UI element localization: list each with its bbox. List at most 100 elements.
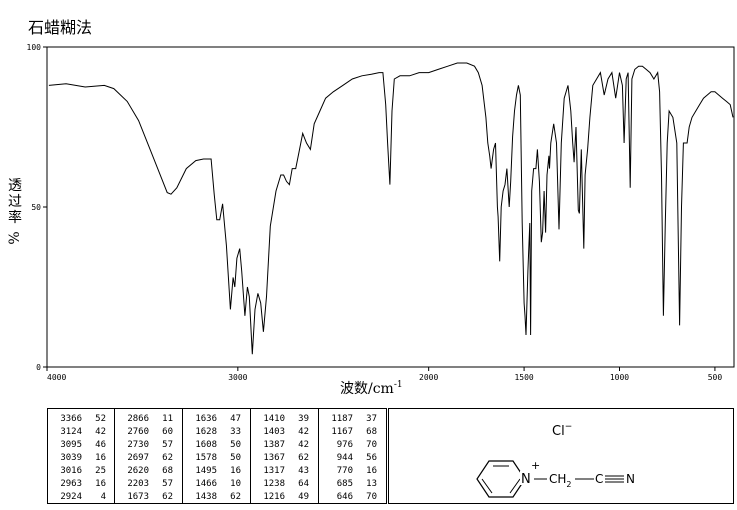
peak-transmittance: 62: [162, 453, 173, 463]
peak-transmittance: 16: [95, 479, 106, 489]
peak-wavenumber: 1438: [195, 492, 217, 502]
x-ticks: 4000 3000 2000 1500 1000 500: [46, 367, 722, 382]
peak-row: 770 16: [319, 465, 386, 478]
peak-row: 3039 16: [48, 452, 114, 465]
peak-wavenumber: 1608: [195, 440, 217, 450]
peak-column: 2866 11 2760 60 2730 57 2697 62 2620 68 2203 57 1673…: [115, 409, 183, 503]
peak-wavenumber: 1387: [263, 440, 285, 450]
y-ticks: 0 50 100: [27, 43, 47, 372]
peak-transmittance: 42: [95, 427, 106, 437]
peak-wavenumber: 2924: [60, 492, 82, 502]
y-tick-label: 0: [36, 363, 41, 372]
peak-transmittance: 52: [95, 414, 106, 424]
peak-wavenumber: 1410: [263, 414, 285, 424]
ch2-subscript: 2: [566, 480, 571, 489]
peak-column: 1636 47 1628 33 1608 50 1578 50 1495 16 1466 10 1438…: [183, 409, 251, 503]
peak-wavenumber: 1367: [263, 453, 285, 463]
peak-wavenumber: 944: [336, 453, 353, 463]
peak-row: 2620 68: [115, 465, 182, 478]
peak-wavenumber: 685: [336, 479, 353, 489]
peak-transmittance: 25: [95, 466, 106, 476]
peak-row: 1238 64: [251, 478, 318, 491]
peak-transmittance: 46: [95, 440, 106, 450]
peak-transmittance: 43: [298, 466, 309, 476]
peak-transmittance: 37: [366, 414, 377, 424]
x-tick-label: 4000: [47, 373, 66, 382]
peak-row: 1438 62: [183, 491, 250, 504]
peak-row: 1187 37: [319, 413, 386, 426]
peak-transmittance: 64: [298, 479, 309, 489]
peak-wavenumber: 1403: [263, 427, 285, 437]
chloride-anion: Cl−: [552, 422, 572, 439]
peak-row: 1403 42: [251, 426, 318, 439]
peak-row: 2866 11: [115, 413, 182, 426]
peak-wavenumber: 1238: [263, 479, 285, 489]
peak-transmittance: 33: [230, 427, 241, 437]
peak-transmittance: 70: [366, 440, 377, 450]
peak-transmittance: 16: [230, 466, 241, 476]
peak-wavenumber: 1636: [195, 414, 217, 424]
peak-transmittance: 10: [230, 479, 241, 489]
y-axis-label-char: 率: [8, 210, 22, 226]
peak-row: 1673 62: [115, 491, 182, 504]
structure-panel: Cl− N + CH2 C N: [388, 408, 734, 504]
peak-row: 2730 57: [115, 439, 182, 452]
y-axis-label-char: 过: [8, 194, 22, 210]
peak-transmittance: 62: [298, 453, 309, 463]
peak-row: 2963 16: [48, 478, 114, 491]
peak-row: 1367 62: [251, 452, 318, 465]
peak-transmittance: 57: [162, 440, 173, 450]
nitrile-carbon: C: [595, 472, 603, 486]
peak-row: 2760 60: [115, 426, 182, 439]
peak-row: 1495 16: [183, 465, 250, 478]
peak-column: 1410 39 1403 42 1387 42 1367 62 1317 43 1238 64 1216…: [251, 409, 319, 503]
peak-row: 1410 39: [251, 413, 318, 426]
y-axis-label-char: 透: [8, 178, 22, 194]
nitrile-nitrogen: N: [626, 472, 635, 486]
peak-transmittance: 50: [230, 440, 241, 450]
ir-spectrum-chart: 0 50 100 4000 3000 2000 1500 1000 500 波数/cm-1: [27, 43, 735, 397]
peak-transmittance: 68: [366, 427, 377, 437]
peak-row: 976 70: [319, 439, 386, 452]
ring-nitrogen: N: [521, 472, 531, 487]
peak-wavenumber: 770: [336, 466, 353, 476]
peak-wavenumber: 1628: [195, 427, 217, 437]
peak-row: 1608 50: [183, 439, 250, 452]
x-axis-label: 波数/cm-1: [340, 380, 403, 397]
peak-transmittance: 68: [162, 466, 173, 476]
peak-row: 2924 4: [48, 491, 114, 504]
plot-frame: [46, 46, 735, 368]
peak-row: 685 13: [319, 478, 386, 491]
spectrum-title: 石蜡糊法: [28, 18, 93, 37]
peak-row: 2203 57: [115, 478, 182, 491]
y-axis-label: 透 过 率 %: [6, 178, 24, 246]
peak-wavenumber: 1673: [127, 492, 149, 502]
peak-transmittance: 11: [162, 414, 173, 424]
peak-wavenumber: 2963: [60, 479, 82, 489]
peak-transmittance: 16: [95, 453, 106, 463]
peak-transmittance: 39: [298, 414, 309, 424]
x-tick-label: 2000: [419, 373, 438, 382]
peak-transmittance: 56: [366, 453, 377, 463]
peak-row: 3124 42: [48, 426, 114, 439]
x-tick-label: 3000: [228, 373, 247, 382]
peak-transmittance: 42: [298, 427, 309, 437]
peak-row: 1216 49: [251, 491, 318, 504]
peak-transmittance: 62: [162, 492, 173, 502]
peak-row: 3016 25: [48, 465, 114, 478]
x-tick-label: 1000: [610, 373, 629, 382]
peak-row: 2697 62: [115, 452, 182, 465]
peak-wavenumber: 2866: [127, 414, 149, 424]
peak-transmittance: 62: [230, 492, 241, 502]
peak-wavenumber: 1466: [195, 479, 217, 489]
peak-wavenumber: 2620: [127, 466, 149, 476]
peak-wavenumber: 1317: [263, 466, 285, 476]
peak-wavenumber: 3039: [60, 453, 82, 463]
peak-row: 1387 42: [251, 439, 318, 452]
ring-charge: +: [531, 459, 540, 472]
peak-column: 1187 37 1167 68 976 70 944 56 770 16 685 13 646 70: [319, 409, 387, 503]
ch2-group: CH2: [549, 472, 572, 489]
peak-wavenumber: 3016: [60, 466, 82, 476]
ring-double-bond: [481, 478, 493, 494]
peak-transmittance: 42: [298, 440, 309, 450]
